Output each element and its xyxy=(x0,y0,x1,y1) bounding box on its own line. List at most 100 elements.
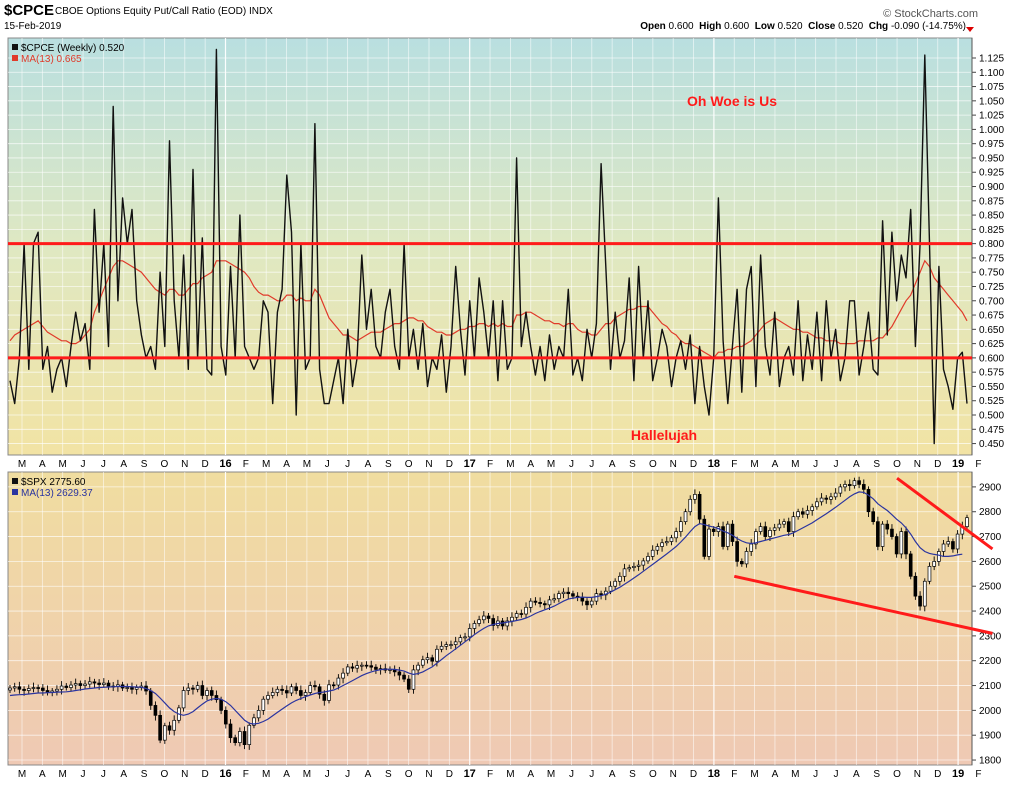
candle-body xyxy=(467,628,472,638)
candle-body xyxy=(153,705,158,716)
candle-body xyxy=(627,567,632,570)
candle-body xyxy=(411,669,416,690)
candle-body xyxy=(195,685,200,690)
x-tick-label: N xyxy=(181,459,188,470)
y-tick-label: 1.000 xyxy=(979,125,1004,136)
candle-body xyxy=(965,517,969,527)
x-tick-label: J xyxy=(345,769,350,780)
y-tick-label: 0.800 xyxy=(979,239,1004,250)
x-tick-label: M xyxy=(303,459,311,470)
candle-body xyxy=(908,553,913,577)
x-tick-label: M xyxy=(303,769,311,780)
candle-body xyxy=(275,688,280,693)
candle-body xyxy=(927,566,932,582)
x-tick-label: O xyxy=(893,769,901,780)
candle-body xyxy=(758,526,763,532)
candle-body xyxy=(547,599,552,606)
y-tick-label: 0.900 xyxy=(979,182,1004,193)
candle-body xyxy=(777,523,782,529)
x-tick-label: S xyxy=(385,459,392,470)
trendline xyxy=(896,477,994,551)
ma-line xyxy=(9,259,968,359)
x-tick-label: F xyxy=(243,769,249,780)
candle-body xyxy=(528,600,533,608)
high-value: 0.600 xyxy=(724,21,750,32)
x-tick-label: D xyxy=(934,459,941,470)
candle-body xyxy=(313,685,317,688)
y-tick-label: 2900 xyxy=(979,482,1002,493)
x-tick-label: 19 xyxy=(952,458,964,470)
candle-body xyxy=(41,687,45,691)
x-tick-label: J xyxy=(589,769,594,780)
candle-body xyxy=(125,687,130,689)
x-tick-label: A xyxy=(527,459,534,470)
legend-swatch xyxy=(12,489,18,495)
candle-body xyxy=(463,636,467,639)
candle-body xyxy=(566,591,571,595)
candle-body xyxy=(890,528,894,537)
y-tick-label: 0.500 xyxy=(979,411,1004,422)
candle-body xyxy=(768,529,772,537)
candle-body xyxy=(533,600,538,603)
y-tick-label: 0.475 xyxy=(979,425,1004,436)
x-tick-label: D xyxy=(202,769,209,780)
candle-body xyxy=(486,615,491,619)
candle-body xyxy=(83,683,87,686)
candle-body xyxy=(622,568,627,577)
candle-body xyxy=(946,541,951,545)
y-tick-label: 0.875 xyxy=(979,196,1004,207)
y-tick-label: 2400 xyxy=(979,607,1002,618)
candle-body xyxy=(36,687,40,689)
x-tick-label: N xyxy=(670,769,677,780)
y-tick-label: 0.925 xyxy=(979,168,1004,179)
candle-body xyxy=(641,560,646,566)
high-label: High xyxy=(699,21,722,32)
open-label: Open xyxy=(640,21,666,32)
candle-body xyxy=(425,657,430,661)
candle-body xyxy=(697,494,702,520)
y-tick-label: 0.725 xyxy=(979,282,1004,293)
candle-body xyxy=(866,489,871,513)
candle-body xyxy=(191,687,195,690)
low-value: 0.520 xyxy=(777,21,803,32)
candle-body xyxy=(688,498,693,513)
candle-body xyxy=(341,672,345,679)
x-tick-label: J xyxy=(325,769,330,780)
candle-body xyxy=(800,511,805,515)
x-tick-label: N xyxy=(914,459,921,470)
x-tick-label: A xyxy=(39,459,46,470)
x-tick-label: J xyxy=(589,459,594,470)
y-tick-label: 0.975 xyxy=(979,139,1004,150)
x-tick-label: 18 xyxy=(708,768,720,780)
legend-swatch xyxy=(12,44,18,50)
candle-body xyxy=(181,690,186,709)
x-tick-label: A xyxy=(853,459,860,470)
x-tick-label: N xyxy=(425,769,432,780)
y-tick-label: 1.025 xyxy=(979,111,1004,122)
candle-body xyxy=(205,690,209,696)
x-tick-label: A xyxy=(365,769,372,780)
candle-body xyxy=(308,685,313,693)
candle-body xyxy=(219,699,223,711)
candle-body xyxy=(613,580,617,587)
candle-body xyxy=(674,531,678,539)
candle-body xyxy=(482,615,486,621)
y-tick-label: 2500 xyxy=(979,582,1002,593)
candle-body xyxy=(918,595,922,607)
candle-body xyxy=(266,695,270,700)
y-tick-label: 0.775 xyxy=(979,253,1004,264)
x-tick-label: S xyxy=(141,769,148,780)
candle-body xyxy=(453,641,458,645)
candle-body xyxy=(345,666,350,674)
candle-body xyxy=(317,686,322,695)
x-tick-label: J xyxy=(569,459,574,470)
candle-body xyxy=(871,511,875,523)
y-tick-label: 0.750 xyxy=(979,268,1004,279)
candle-body xyxy=(650,549,655,557)
candle-body xyxy=(861,484,866,490)
x-tick-label: O xyxy=(161,769,169,780)
y-tick-label: 0.450 xyxy=(979,439,1004,450)
candle-body xyxy=(406,678,411,690)
x-tick-label: M xyxy=(547,769,555,780)
candle-body xyxy=(130,687,134,690)
